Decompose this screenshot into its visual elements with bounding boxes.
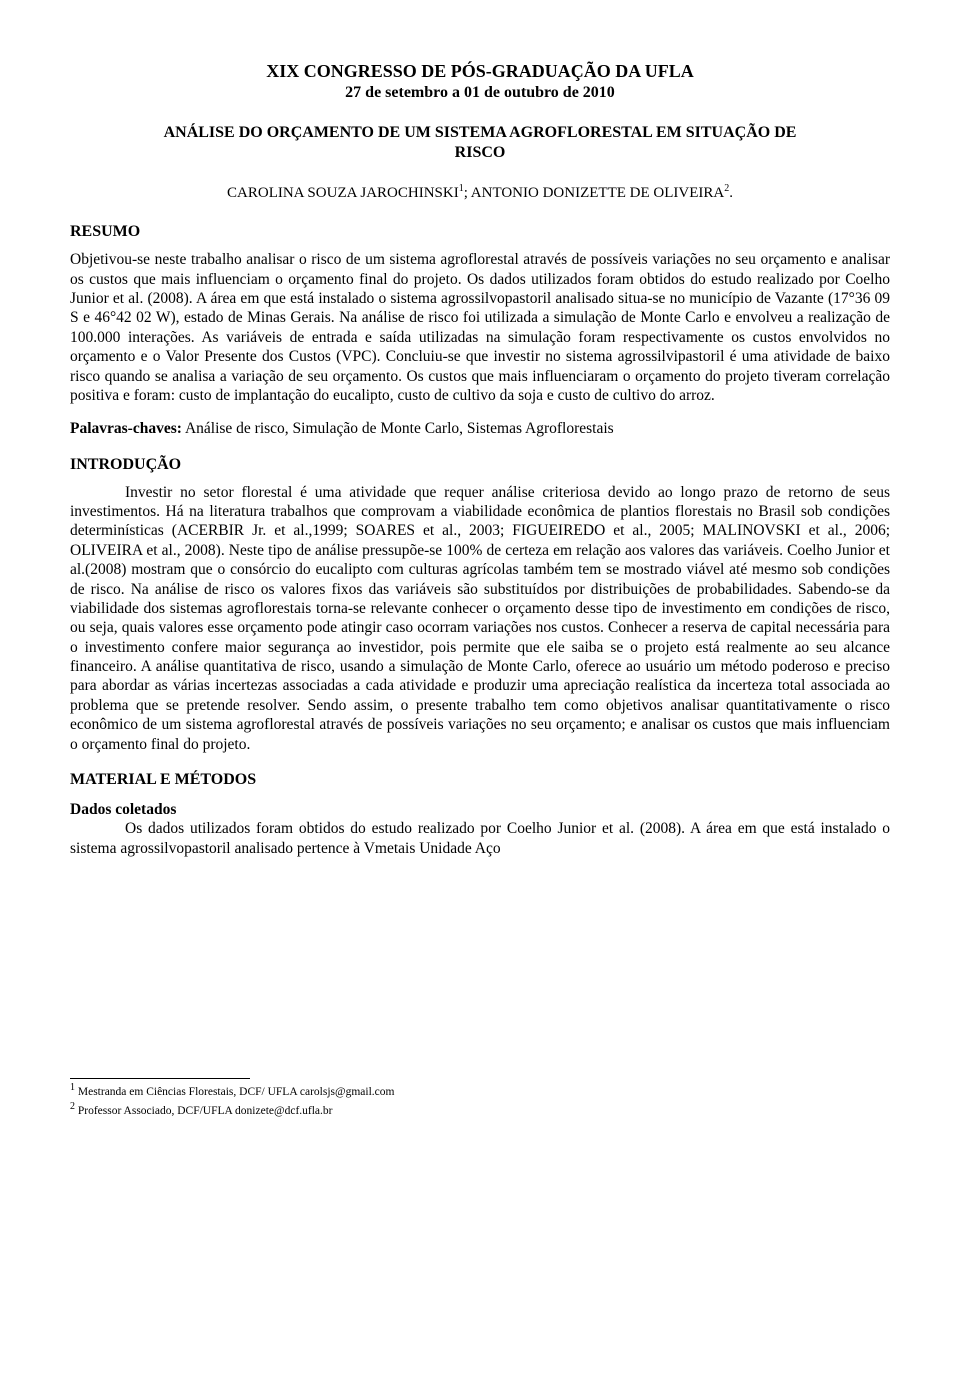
material-heading: MATERIAL E MÉTODOS (70, 770, 890, 790)
keywords-text: Análise de risco, Simulação de Monte Car… (182, 420, 614, 437)
paper-title: ANÁLISE DO ORÇAMENTO DE UM SISTEMA AGROF… (70, 123, 890, 163)
author-separator: ; ANTONIO DONIZETTE DE OLIVEIRA (464, 185, 725, 201)
footnote-1-text: Mestranda em Ciências Florestais, DCF/ U… (75, 1086, 394, 1098)
footnote-2-text: Professor Associado, DCF/UFLA donizete@d… (75, 1105, 333, 1117)
keywords-label: Palavras-chaves: (70, 420, 182, 437)
conference-dates: 27 de setembro a 01 de outubro de 2010 (70, 83, 890, 103)
title-line-1: ANÁLISE DO ORÇAMENTO DE UM SISTEMA AGROF… (164, 124, 797, 141)
footnote-2: 2 Professor Associado, DCF/UFLA donizete… (70, 1100, 890, 1119)
keywords-line: Palavras-chaves: Análise de risco, Simul… (70, 419, 890, 438)
conference-title: XIX CONGRESSO DE PÓS-GRADUAÇÃO DA UFLA (70, 60, 890, 83)
title-line-2: RISCO (455, 144, 506, 161)
dados-body: Os dados utilizados foram obtidos do est… (70, 819, 890, 858)
resumo-heading: RESUMO (70, 222, 890, 242)
dados-subheading: Dados coletados (70, 800, 890, 819)
author-1: CAROLINA SOUZA JAROCHINSKI (227, 185, 459, 201)
footnote-1: 1 Mestranda em Ciências Florestais, DCF/… (70, 1081, 890, 1100)
resumo-body: Objetivou-se neste trabalho analisar o r… (70, 250, 890, 405)
authors-period: . (729, 185, 733, 201)
conference-header: XIX CONGRESSO DE PÓS-GRADUAÇÃO DA UFLA 2… (70, 60, 890, 103)
authors-line: CAROLINA SOUZA JAROCHINSKI1; ANTONIO DON… (70, 183, 890, 203)
introducao-body: Investir no setor florestal é uma ativid… (70, 483, 890, 754)
introducao-heading: INTRODUÇÃO (70, 455, 890, 475)
footnote-separator (70, 1078, 250, 1079)
